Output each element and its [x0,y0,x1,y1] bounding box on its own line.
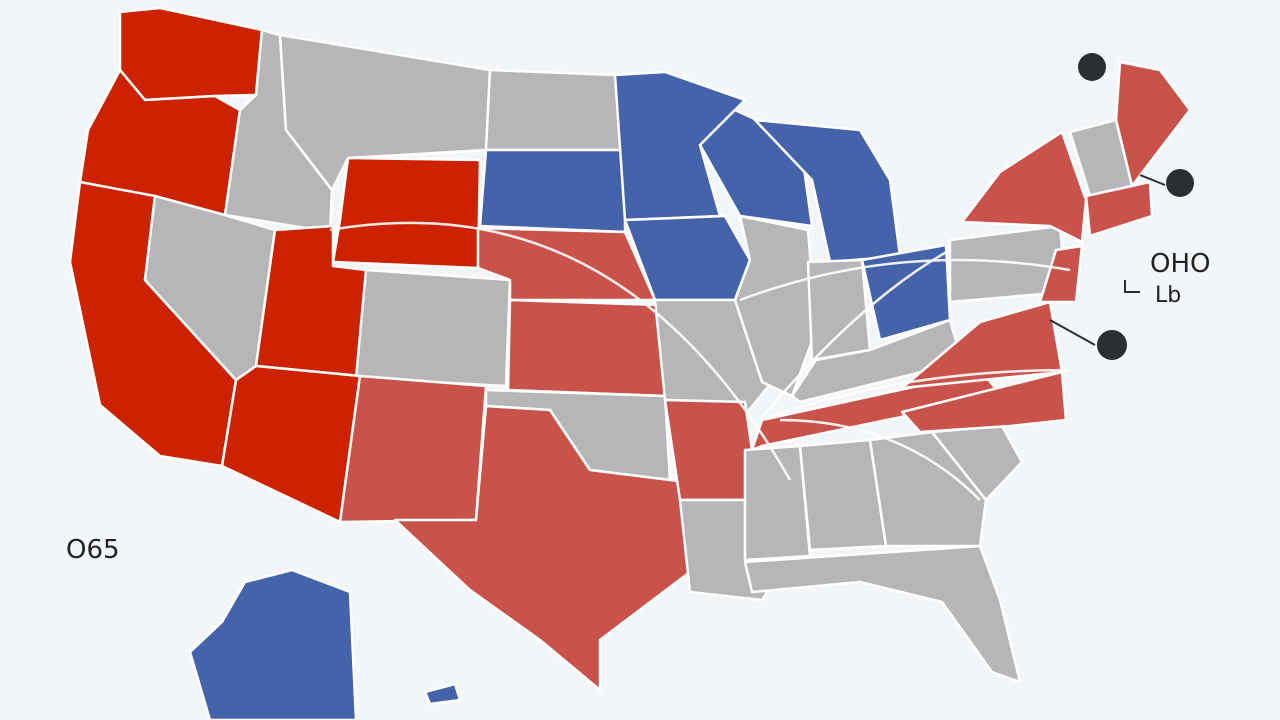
icon [1097,330,1127,360]
arizona [220,364,362,524]
arkansas [663,398,754,502]
florida [743,544,1022,684]
route [759,248,951,421]
routes [329,221,1071,501]
indiana [806,258,872,362]
route [759,368,1071,422]
new-jersey-maryland [1038,244,1084,304]
maine [1114,60,1192,188]
route [329,221,792,481]
georgia [868,430,988,548]
route [779,418,981,501]
icon [1078,53,1106,81]
colorado [354,268,512,388]
wyoming [331,156,482,270]
label: OHO [1150,249,1210,279]
icons [1049,53,1194,360]
label: O65 [66,535,120,565]
north-dakota [484,68,627,152]
new-mexico [338,374,488,524]
leader-lines [1049,174,1166,346]
alaska-islands [423,682,462,706]
mississippi [743,444,812,562]
route [739,258,1071,302]
icon [1166,169,1194,197]
label: Lb [1155,283,1181,308]
texas [393,404,692,692]
states [68,6,1192,720]
missouri [653,298,774,417]
massachusetts-connecticut [1084,180,1154,238]
south-dakota [478,148,627,234]
alaska [188,568,358,720]
illinois [733,214,818,398]
north-carolina [900,370,1068,434]
tennessee [750,370,1004,452]
kentucky [790,318,964,404]
kansas [506,298,667,398]
